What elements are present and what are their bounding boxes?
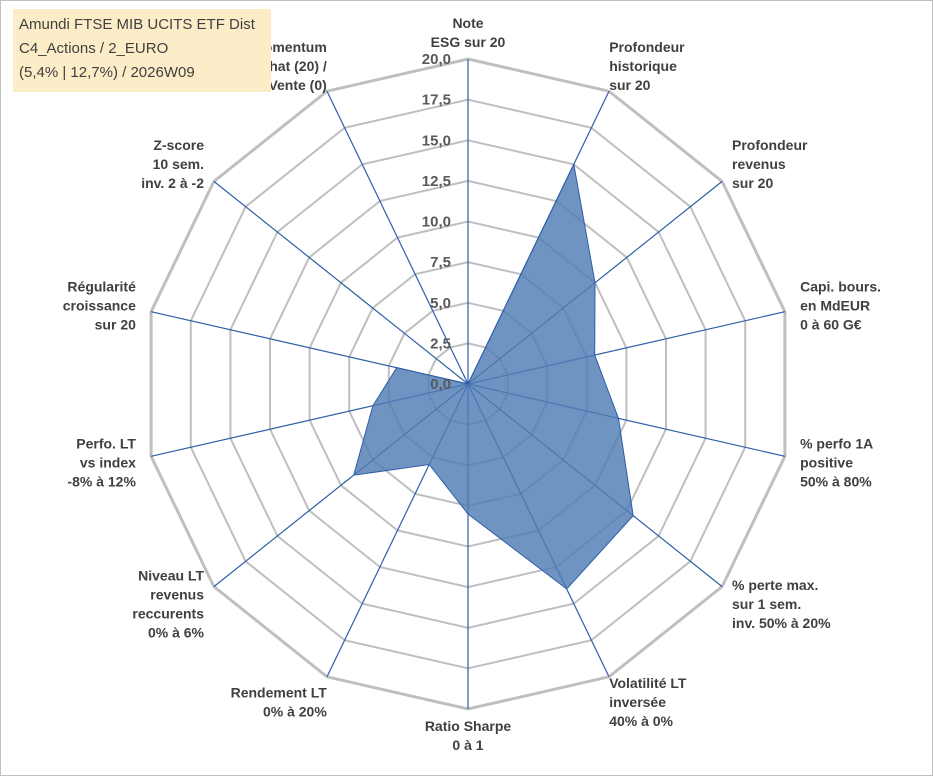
- tick-label: 0,0: [430, 376, 451, 393]
- axis-label-line: 40% à 0%: [609, 713, 673, 729]
- axis-label-line: 50% à 80%: [800, 474, 872, 490]
- title-line-2: C4_Actions / 2_EURO: [19, 40, 169, 57]
- tick-label: 12,5: [422, 173, 451, 190]
- tick-label: 10,0: [422, 214, 451, 231]
- axis-label-4: % perfo 1A positive 50% à 80%: [800, 436, 873, 490]
- axis-label-12: Z-score 10 sem. inv. 2 à -2: [141, 137, 204, 191]
- tick-label: 20,0: [422, 51, 451, 68]
- axis-label-line: ESG sur 20: [431, 34, 506, 50]
- axis-label-line: 0% à 6%: [148, 625, 205, 641]
- axis-label-line: Régularité: [67, 279, 136, 295]
- axis-label-line: inv. 2 à -2: [141, 175, 204, 191]
- axis-label-line: sur 20: [95, 317, 136, 333]
- axis-label-5: % perte max. sur 1 sem. inv. 50% à 20%: [732, 577, 831, 631]
- axis-label-line: Volatilité LT: [609, 675, 687, 691]
- axis-label-line: inv. 50% à 20%: [732, 615, 831, 631]
- axis-label-line: 0 à 1: [452, 737, 483, 753]
- tick-label: 15,0: [422, 132, 451, 149]
- axis-label-1: Profondeur historique sur 20: [609, 39, 685, 93]
- axis-spoke: [213, 180, 469, 385]
- axis-label-line: en MdEUR: [800, 298, 870, 314]
- axis-label-3: Capi. bours. en MdEUR 0 à 60 G€: [800, 279, 881, 333]
- axis-label-line: 0 à 60 G€: [800, 317, 862, 333]
- axis-label-line: Z-score: [153, 137, 204, 153]
- axis-label-layer: Note ESG sur 20 Profondeur historique sur 20…: [63, 15, 881, 753]
- tick-layer: 0,0 2,5 5,0 7,5 10,0 12,5 15,0 17,5 20,0: [422, 51, 451, 393]
- axis-label-line: -8% à 12%: [67, 474, 136, 490]
- axis-label-line: Ratio Sharpe: [425, 718, 512, 734]
- axis-label-line: sur 1 sem.: [732, 596, 801, 612]
- axis-label-line: sur 20: [732, 175, 773, 191]
- axis-label-line: vs index: [80, 455, 136, 471]
- series-area: [353, 162, 634, 590]
- axis-label-line: croissance: [63, 298, 136, 314]
- axis-label-8: Rendement LT 0% à 20%: [231, 685, 328, 720]
- axis-label-line: Profondeur: [732, 137, 808, 153]
- series-layer: [353, 162, 634, 590]
- axis-label-line: positive: [800, 455, 853, 471]
- axis-spoke: [326, 90, 469, 385]
- tick-label: 17,5: [422, 92, 451, 109]
- axis-label-line: inversée: [609, 694, 666, 710]
- axis-label-line: Note: [452, 15, 483, 31]
- axis-label-line: % perfo 1A: [800, 436, 873, 452]
- axis-label-2: Profondeur revenus sur 20: [732, 137, 808, 191]
- axis-label-0: Note ESG sur 20: [431, 15, 506, 50]
- axis-label-line: Niveau LT: [138, 568, 204, 584]
- axis-label-6: Volatilité LT inversée 40% à 0%: [609, 675, 687, 729]
- axis-label-line: 10 sem.: [153, 156, 204, 172]
- tick-label: 5,0: [430, 295, 451, 312]
- axis-label-line: Rendement LT: [231, 685, 328, 701]
- axis-label-line: % perte max.: [732, 577, 818, 593]
- axis-label-line: 0% à 20%: [263, 704, 327, 720]
- title-box: Amundi FTSE MIB UCITS ETF Dist C4_Action…: [13, 9, 271, 92]
- axis-label-line: revenus: [150, 587, 204, 603]
- axis-label-line: Vente (0): [268, 77, 326, 93]
- axis-label-line: revenus: [732, 156, 786, 172]
- axis-label-7: Ratio Sharpe 0 à 1: [425, 718, 512, 753]
- axis-label-line: sur 20: [609, 77, 650, 93]
- axis-label-line: historique: [609, 58, 677, 74]
- axis-label-line: Profondeur: [609, 39, 685, 55]
- axis-label-9: Niveau LT revenus reccurents 0% à 6%: [132, 568, 204, 641]
- axis-label-line: Capi. bours.: [800, 279, 881, 295]
- axis-label-line: Perfo. LT: [76, 436, 136, 452]
- axis-label-11: Régularité croissance sur 20: [63, 279, 136, 333]
- tick-label: 2,5: [430, 335, 451, 352]
- title-line-3: (5,4% | 12,7%) / 2026W09: [19, 64, 195, 81]
- title-line-1: Amundi FTSE MIB UCITS ETF Dist: [19, 16, 255, 33]
- axis-label-line: reccurents: [132, 606, 204, 622]
- tick-label: 7,5: [430, 254, 451, 271]
- axis-label-10: Perfo. LT vs index -8% à 12%: [67, 436, 136, 490]
